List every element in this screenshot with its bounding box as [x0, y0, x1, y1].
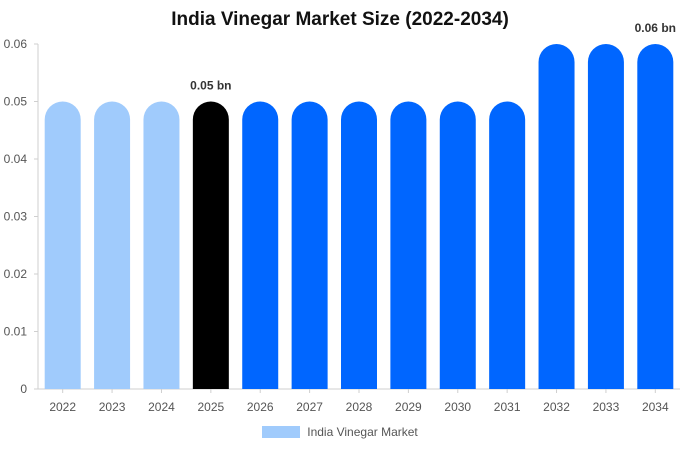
bar-2029: [390, 101, 427, 389]
bar-2031: [489, 101, 526, 389]
bar-2023: [94, 101, 131, 389]
y-tick-label: 0.05: [4, 95, 28, 109]
bar-2034: [637, 44, 674, 389]
x-tick-label: 2022: [49, 400, 76, 414]
data-label-2034: 0.06 bn: [635, 21, 676, 35]
chart-title: India Vinegar Market Size (2022-2034): [171, 9, 509, 30]
y-tick-label: 0.03: [4, 210, 28, 224]
x-tick-label: 2031: [494, 400, 521, 414]
bar-2024: [143, 101, 180, 389]
x-tick-label: 2026: [247, 400, 274, 414]
legend-swatch: [262, 426, 301, 438]
bar-2026: [242, 101, 279, 389]
y-tick-label: 0.06: [4, 37, 28, 51]
x-tick-label: 2024: [148, 400, 175, 414]
bar-2033: [587, 44, 624, 389]
legend: India Vinegar Market: [0, 425, 680, 439]
bar-2028: [341, 101, 377, 389]
bar-2025: [192, 101, 229, 389]
x-tick-label: 2027: [296, 400, 323, 414]
bar-2027: [291, 101, 328, 389]
x-tick-label: 2023: [99, 400, 126, 414]
y-tick-label: 0.02: [4, 267, 28, 281]
x-tick-label: 2025: [197, 400, 224, 414]
x-tick-label: 2033: [593, 400, 620, 414]
x-tick-label: 2029: [395, 400, 422, 414]
x-tick-label: 2028: [346, 400, 373, 414]
y-tick-label: 0: [20, 382, 27, 396]
bar-2022: [44, 101, 81, 389]
x-tick-label: 2034: [642, 400, 669, 414]
x-tick-label: 2032: [543, 400, 570, 414]
legend-label: India Vinegar Market: [307, 425, 418, 439]
y-tick-label: 0.01: [4, 325, 28, 339]
x-tick-label: 2030: [444, 400, 471, 414]
bar-2032: [538, 44, 575, 389]
data-label-2025: 0.05 bn: [190, 79, 231, 93]
y-tick-label: 0.04: [4, 152, 28, 166]
bar-2030: [439, 101, 476, 389]
